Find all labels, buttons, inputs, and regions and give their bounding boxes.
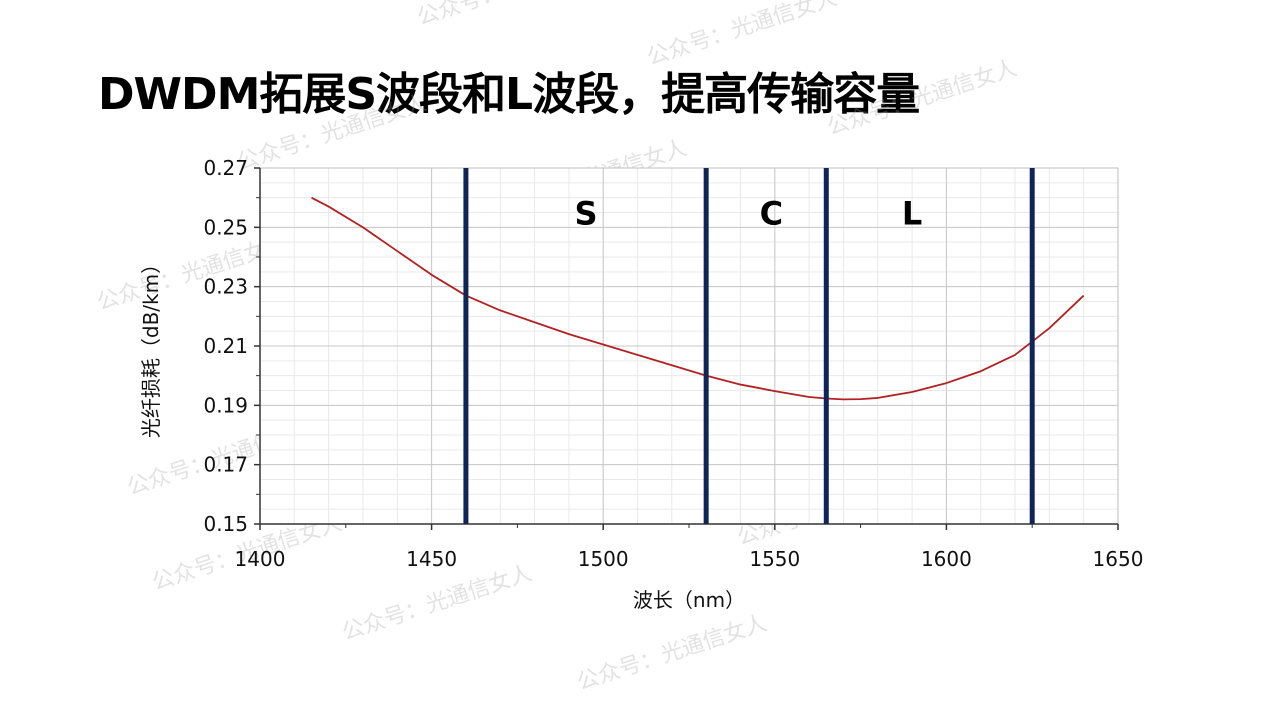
x-tick-label: 1550 xyxy=(749,547,800,571)
x-tick-label: 1500 xyxy=(578,547,629,571)
x-tick-label: 1400 xyxy=(235,547,286,571)
watermark-text: 公众号：光通信女人 xyxy=(574,611,770,696)
y-axis-title: 光纤损耗（dB/km） xyxy=(139,254,163,438)
y-tick-label: 0.21 xyxy=(203,334,248,358)
watermark-text: 公众号：光通信女人 xyxy=(824,56,1020,141)
watermark-text: 公众号：光通信女人 xyxy=(339,561,535,646)
band-label-l: L xyxy=(902,194,922,232)
y-tick-label: 0.19 xyxy=(203,393,248,417)
y-tick-label: 0.15 xyxy=(203,512,248,536)
axes xyxy=(254,167,1119,530)
y-tick-label: 0.17 xyxy=(203,453,248,477)
y-tick-label: 0.25 xyxy=(203,215,248,239)
watermark-text: 公众号：光通信女人 xyxy=(644,0,840,71)
x-axis-title: 波长（nm） xyxy=(633,588,745,612)
page-title: DWDM拓展S波段和L波段，提高传输容量 xyxy=(98,69,920,120)
y-tick-label: 0.23 xyxy=(203,275,248,299)
x-tick-label: 1650 xyxy=(1093,547,1144,571)
x-tick-label: 1450 xyxy=(406,547,457,571)
band-label-s: S xyxy=(575,194,598,232)
x-tick-labels: 1400 1450 1500 1550 1600 1650 xyxy=(235,547,1144,571)
y-tick-label: 0.27 xyxy=(203,156,248,180)
y-tick-labels: 0.15 0.17 0.19 0.21 0.23 0.25 0.27 xyxy=(203,156,248,536)
band-label-c: C xyxy=(760,194,783,232)
watermark-text: 公众号：光通信女人 xyxy=(234,91,430,176)
series-layer xyxy=(311,196,1085,401)
band-boundary-lines xyxy=(463,168,1035,524)
loss-curve xyxy=(311,196,1085,401)
watermark-text: 公众号：光通信女人 xyxy=(414,0,610,31)
x-tick-label: 1600 xyxy=(921,547,972,571)
